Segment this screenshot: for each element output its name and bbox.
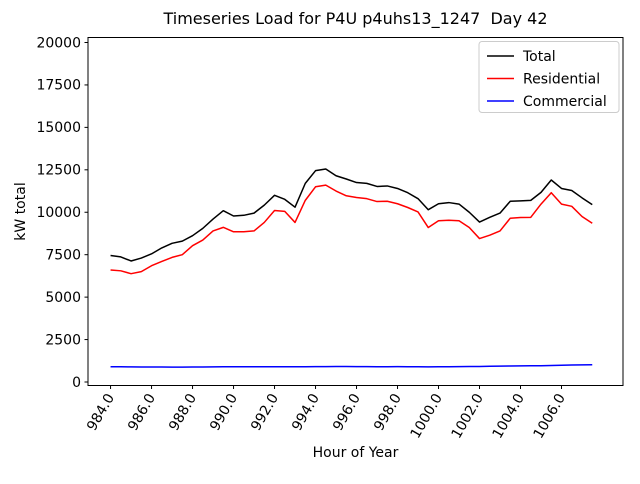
legend-item-commercial: Commercial [487,94,607,110]
x-tick-label: 994.0 [289,391,323,434]
series-residential-line [110,184,593,275]
legend-item-total: Total [487,49,556,65]
series-commercial-line [110,363,593,368]
y-tick-label: 12500 [36,163,81,179]
legend-box [478,41,620,113]
y-tick-label: 0 [72,375,81,391]
legend-label: Residential [523,71,600,87]
x-tick-label: 1006.0 [531,391,569,441]
y-tick-label: 2500 [45,332,81,348]
legend-item-residential: Residential [487,71,600,87]
chart-title: Timeseries Load for P4U p4uhs13_1247 Day… [162,9,547,29]
x-tick-label: 984.0 [84,391,118,434]
x-axis-label: Hour of Year [313,445,399,461]
legend-label: Commercial [523,94,607,110]
x-tick-label: 986.0 [125,391,159,434]
axes-frame [87,37,624,386]
x-tick-label: 988.0 [166,391,200,434]
y-tick-label: 15000 [36,120,81,136]
x-tick-label: 990.0 [207,391,241,434]
y-axis-label: kW total [13,182,29,240]
y-tick-label: 10000 [36,205,81,221]
x-tick-label: 992.0 [248,391,282,434]
x-tick-label: 996.0 [330,391,364,434]
x-axis-ticks: 984.0 986.0 988.0 990.0 992.0 994.0 996.0 998.0… [84,385,569,441]
x-tick-label: 1000.0 [408,391,446,441]
legend-label: Total [522,49,556,65]
y-tick-label: 20000 [36,35,81,51]
series-total-line [110,168,593,262]
y-axis-ticks: 0 2500 5000 7500 10000 12500 15000 17500 20000 [36,35,88,391]
y-tick-label: 5000 [45,290,81,306]
x-tick-label: 998.0 [371,391,405,434]
x-tick-label: 1004.0 [490,391,528,441]
y-tick-label: 7500 [45,247,81,263]
y-tick-label: 17500 [36,78,81,94]
legend: Total Residential Commercial [478,41,620,113]
x-tick-label: 1002.0 [449,391,487,441]
